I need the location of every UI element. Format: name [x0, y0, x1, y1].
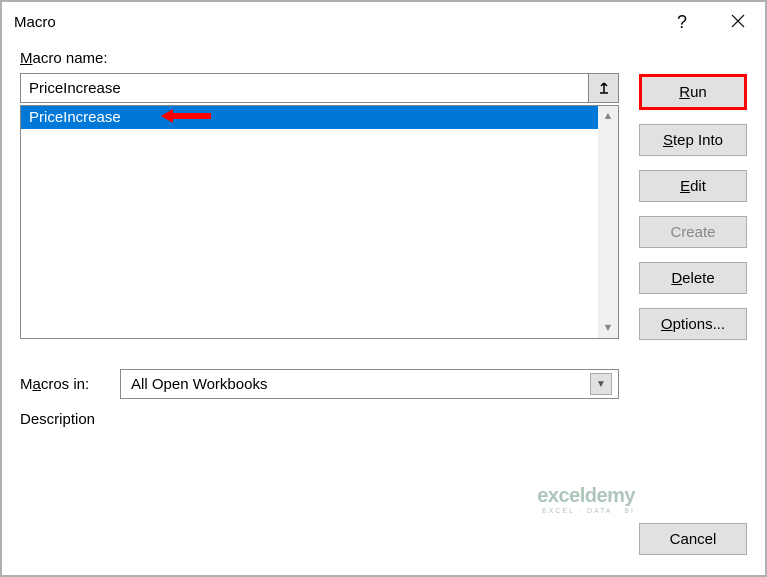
macro-name-label: Macro name: — [20, 50, 619, 67]
macros-in-label: Macros in: — [20, 376, 108, 393]
list-item-label: PriceIncrease — [29, 109, 121, 126]
chevron-down-icon: ▼ — [590, 373, 612, 395]
scroll-up-icon: ▲ — [603, 110, 614, 122]
edit-button[interactable]: Edit — [639, 170, 747, 202]
description-label: Description — [20, 411, 619, 428]
button-column: Run Step Into Edit Create Delete Options… — [639, 50, 747, 428]
cancel-button[interactable]: Cancel — [639, 523, 747, 555]
dialog-title: Macro — [14, 14, 56, 31]
scroll-down-icon: ▼ — [603, 322, 614, 334]
dropdown-selected: All Open Workbooks — [131, 376, 267, 393]
list-item[interactable]: PriceIncrease — [21, 106, 618, 129]
help-button[interactable]: ? — [669, 8, 695, 37]
highlight-arrow-icon — [161, 109, 211, 127]
watermark-subtext: EXCEL · DATA · BI — [537, 508, 635, 515]
close-button[interactable] — [719, 8, 757, 37]
dialog-content: Macro name: PriceIncrease ▲ ▼ Macros in:… — [2, 42, 765, 436]
titlebar: Macro ? — [2, 2, 765, 42]
reference-icon — [598, 81, 610, 95]
create-button: Create — [639, 216, 747, 248]
delete-button[interactable]: Delete — [639, 262, 747, 294]
watermark-text: exceldemy — [537, 485, 635, 508]
cancel-row: Cancel — [639, 523, 747, 555]
macros-in-dropdown[interactable]: All Open Workbooks ▼ — [120, 369, 619, 399]
macro-list[interactable]: PriceIncrease ▲ ▼ — [20, 105, 619, 339]
macro-name-row — [20, 73, 619, 103]
close-icon — [731, 14, 745, 28]
macros-in-row: Macros in: All Open Workbooks ▼ — [20, 369, 619, 399]
reference-button[interactable] — [589, 73, 619, 103]
macro-name-input[interactable] — [20, 73, 589, 103]
left-column: Macro name: PriceIncrease ▲ ▼ Macros in:… — [20, 50, 619, 428]
step-into-button[interactable]: Step Into — [639, 124, 747, 156]
titlebar-controls: ? — [669, 2, 757, 42]
options-button[interactable]: Options... — [639, 308, 747, 340]
scrollbar[interactable]: ▲ ▼ — [598, 106, 618, 338]
watermark: exceldemy EXCEL · DATA · BI — [537, 485, 635, 515]
run-button[interactable]: Run — [639, 74, 747, 110]
